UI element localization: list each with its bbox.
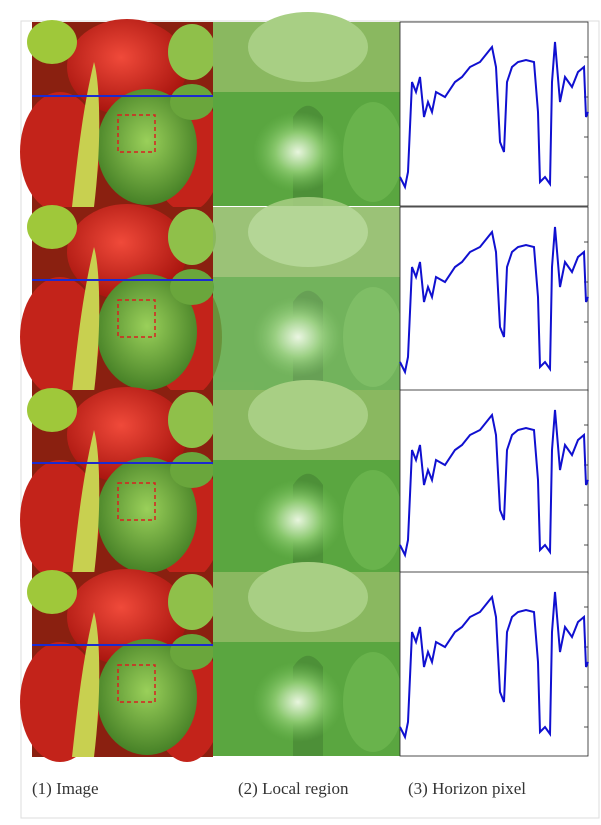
row [20,380,588,580]
row [20,562,588,762]
caption: (1) Image [32,779,99,798]
row [20,197,588,397]
caption: (3) Horizon pixel [408,779,526,798]
row [20,12,588,212]
caption: (2) Local region [238,779,349,798]
figure: (1) Image (2) Local region (3) Horizon p… [0,0,601,820]
